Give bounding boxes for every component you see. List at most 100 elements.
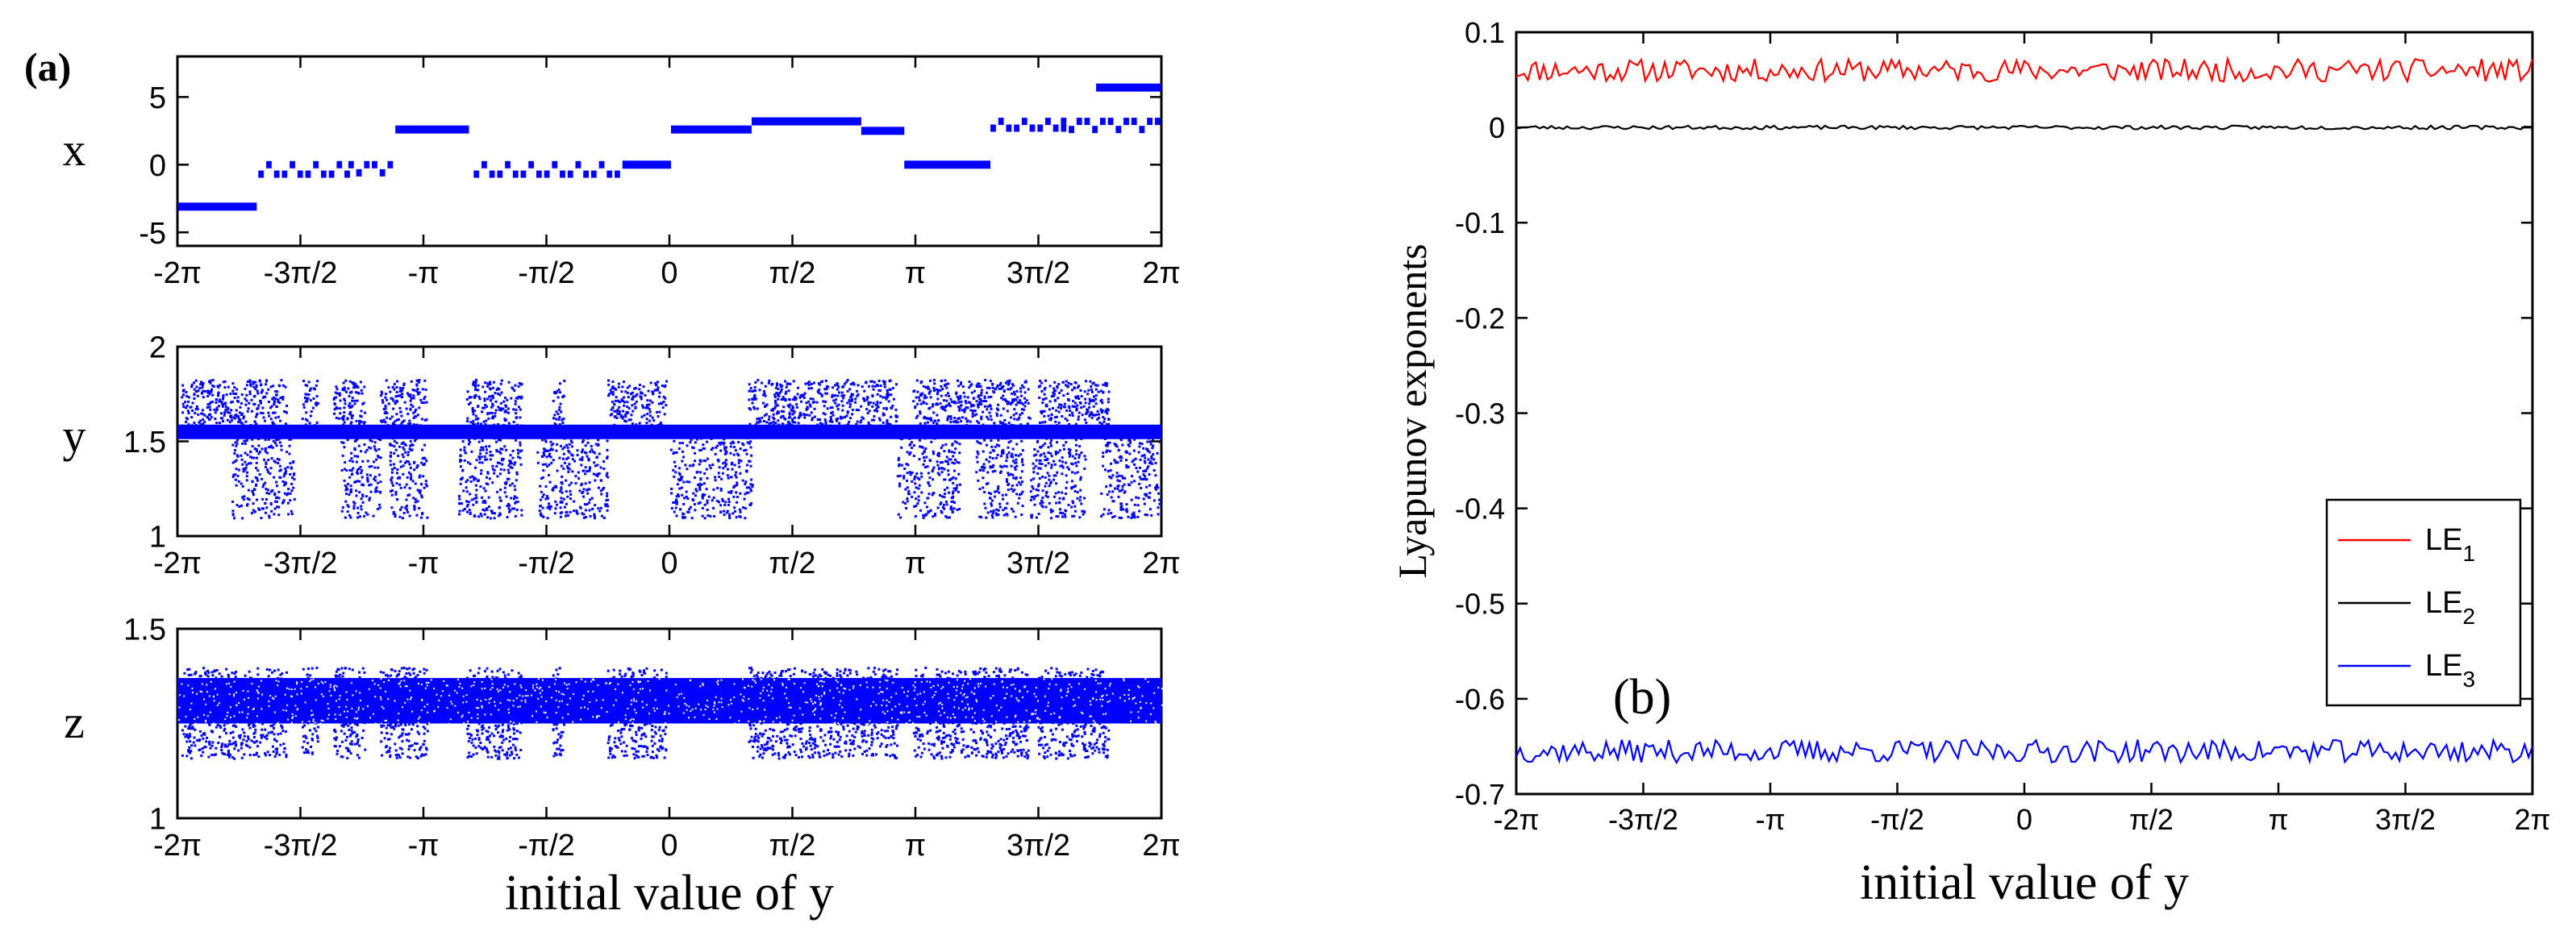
y-lower-point <box>605 499 608 502</box>
y-lower-point <box>712 506 715 509</box>
y-lower-point <box>1006 455 1009 459</box>
y-lower-point <box>469 476 472 479</box>
y-lower-point <box>750 489 753 493</box>
y-lower-point <box>1015 458 1018 461</box>
y-upper-point <box>808 403 811 406</box>
y-lower-point <box>734 449 737 452</box>
y-upper-point <box>273 400 277 403</box>
y-lower-point <box>1006 453 1009 456</box>
y-upper-point <box>887 393 890 397</box>
y-upper-point <box>648 410 652 414</box>
y-upper-point <box>221 405 224 408</box>
y-upper-point <box>363 385 366 389</box>
y-lower-point <box>602 486 606 489</box>
y-lower-point <box>392 463 395 466</box>
y-lower-point <box>908 443 911 447</box>
y-lower-point <box>553 512 556 515</box>
y-lower-point <box>1078 445 1082 448</box>
y-lower-point <box>365 495 368 498</box>
y-upper-point <box>624 415 627 418</box>
y-upper-point <box>980 415 983 418</box>
y-lower-point <box>1049 508 1052 511</box>
y-upper-point <box>219 412 223 415</box>
y-lower-point <box>236 442 239 445</box>
y-upper-point <box>752 405 756 409</box>
z-outer-point <box>184 725 187 728</box>
y-lower-point <box>591 507 594 510</box>
y-lower-point <box>402 446 405 449</box>
y-upper-point <box>753 407 757 410</box>
y-upper-point <box>915 396 918 399</box>
z-outer-point <box>279 732 282 735</box>
y-lower-point <box>550 461 553 464</box>
y-upper-point <box>772 409 775 412</box>
y-upper-point <box>841 385 844 389</box>
y-upper-point <box>1013 418 1016 421</box>
y-lower-point <box>405 459 408 463</box>
y-lower-point <box>1070 462 1073 465</box>
x-state-mark <box>1139 126 1145 134</box>
x-state-mark <box>336 160 343 168</box>
y-lower-point <box>1153 499 1156 502</box>
y-upper-point <box>269 418 273 421</box>
y-upper-point <box>802 396 806 399</box>
y-upper-point <box>403 401 406 404</box>
z-outer-point <box>275 739 278 742</box>
y-upper-point <box>474 384 477 387</box>
y-lower-point <box>983 491 986 494</box>
y-upper-point <box>665 404 668 407</box>
y-upper-point <box>208 405 211 409</box>
y-lower-point <box>592 472 595 476</box>
y-lower-point <box>913 477 916 480</box>
y-lower-point <box>396 476 399 480</box>
y-upper-point <box>777 393 780 397</box>
y-lower-point <box>907 489 911 493</box>
y-upper-point <box>940 385 943 388</box>
y-lower-point <box>1010 455 1013 458</box>
y-upper-point <box>944 409 947 412</box>
y-lower-point <box>715 444 719 447</box>
y-upper-point <box>868 410 871 413</box>
y-lower-point <box>495 440 498 443</box>
y-upper-point <box>756 418 759 421</box>
y-lower-point <box>1118 489 1121 493</box>
y-lower-point <box>483 455 486 458</box>
y-upper-point <box>820 393 823 397</box>
y-upper-point <box>386 416 389 419</box>
y-upper-point <box>1098 421 1102 424</box>
y-upper-point <box>1053 416 1057 419</box>
y-lower-point <box>498 512 502 515</box>
y-lower-point <box>606 503 609 506</box>
z-outer-point <box>203 745 206 748</box>
y-upper-point <box>1097 413 1100 416</box>
y-upper-point <box>556 413 560 416</box>
y-upper-point <box>626 401 629 404</box>
y-lower-point <box>716 459 719 462</box>
y-upper-point <box>941 408 944 411</box>
y-upper-point <box>929 389 932 393</box>
y-lower-point <box>1044 464 1047 468</box>
y-lower-point <box>606 476 610 479</box>
x-state-mark <box>1154 118 1161 126</box>
y-upper-point <box>1057 405 1060 409</box>
y-upper-point <box>311 406 315 410</box>
y-lower-point <box>566 514 569 517</box>
y-upper-point <box>227 406 230 410</box>
y-lower-point <box>457 513 461 516</box>
y-lower-point <box>409 444 412 447</box>
z-outer-point <box>188 733 191 736</box>
y-lower-point <box>900 446 903 449</box>
y-lower-point <box>698 459 702 462</box>
y-lower-point <box>1144 456 1147 459</box>
y-lower-point <box>1073 489 1077 493</box>
y-lower-point <box>686 444 689 447</box>
y-lower-point <box>1007 441 1011 444</box>
y-lower-point <box>234 473 237 476</box>
y-lower-point <box>1007 482 1011 485</box>
y-upper-point <box>947 382 950 385</box>
x-state-mark <box>348 160 354 168</box>
y-lower-point <box>923 449 926 452</box>
x-state-segment <box>904 160 991 169</box>
y-upper-point <box>777 397 780 401</box>
y-lower-point <box>411 443 414 447</box>
